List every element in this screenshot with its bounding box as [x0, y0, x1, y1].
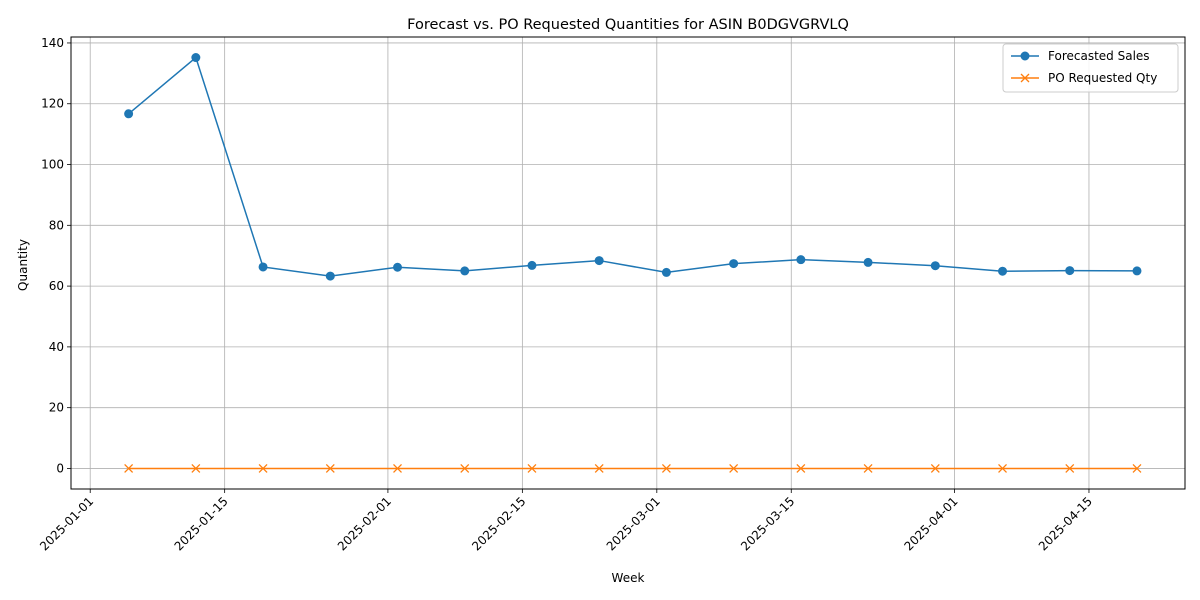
legend-box [1002, 43, 1179, 93]
data-point-forecasted-sales [729, 259, 739, 269]
data-point-po-requested-qty [191, 463, 201, 473]
data-point-forecasted-sales [796, 255, 806, 265]
y-axis-label: Quantity [16, 239, 30, 291]
data-point-forecasted-sales [998, 266, 1008, 276]
data-point-forecasted-sales [460, 266, 470, 276]
data-point-po-requested-qty [796, 463, 806, 473]
data-point-forecasted-sales [661, 267, 671, 277]
data-point-po-requested-qty [258, 463, 268, 473]
data-point-po-requested-qty [393, 463, 402, 473]
y-tick-label: 80 [49, 218, 64, 232]
legend-label-po-requested-qty: PO Requested Qty [1048, 71, 1157, 85]
series-po-requested-qty [124, 463, 1142, 473]
data-point-forecasted-sales [124, 109, 134, 119]
data-point-po-requested-qty [325, 463, 335, 473]
data-point-forecasted-sales [863, 257, 873, 267]
data-point-po-requested-qty [930, 463, 940, 473]
y-tick-label: 40 [49, 340, 64, 354]
x-axis-label: Week [612, 571, 645, 585]
data-point-po-requested-qty [527, 463, 537, 473]
legend-marker-forecasted-sales [1020, 51, 1030, 61]
data-point-po-requested-qty [460, 463, 470, 473]
chart-title: Forecast vs. PO Requested Quantities for… [407, 17, 849, 33]
y-tick-label: 20 [49, 401, 64, 415]
y-tick-label: 120 [41, 97, 64, 111]
legend-label-forecasted-sales: Forecasted Sales [1048, 49, 1150, 63]
legend: Forecasted Sales PO Requested Qty [1002, 43, 1179, 93]
legend-marker-po-requested-qty [1020, 73, 1030, 83]
data-point-po-requested-qty [729, 463, 739, 473]
y-tick-label: 100 [41, 158, 64, 172]
data-point-po-requested-qty [1132, 463, 1142, 473]
data-point-forecasted-sales [594, 256, 604, 266]
data-point-forecasted-sales [1132, 266, 1142, 276]
y-tick-label: 140 [41, 36, 64, 50]
y-tick-label: 0 [56, 461, 64, 475]
y-axis: 0 20 40 60 80 100 120 140 [41, 36, 71, 475]
data-point-po-requested-qty [1065, 463, 1075, 473]
data-point-po-requested-qty [594, 463, 604, 473]
y-tick-label: 60 [49, 279, 64, 293]
series-line-forecasted-sales [128, 56, 1137, 277]
data-point-forecasted-sales [1065, 266, 1075, 276]
data-point-po-requested-qty [863, 463, 873, 473]
data-point-forecasted-sales [325, 271, 335, 281]
data-point-forecasted-sales [393, 262, 403, 272]
data-point-forecasted-sales [527, 260, 537, 270]
data-point-forecasted-sales [258, 262, 268, 272]
data-point-po-requested-qty [998, 463, 1007, 473]
plot-area-frame [70, 36, 1186, 490]
data-point-po-requested-qty [124, 463, 134, 473]
data-point-forecasted-sales [191, 53, 201, 63]
data-point-forecasted-sales [930, 261, 940, 271]
series-forecasted-sales [124, 53, 1142, 281]
data-point-po-requested-qty [661, 463, 671, 473]
series-layer [124, 53, 1142, 473]
